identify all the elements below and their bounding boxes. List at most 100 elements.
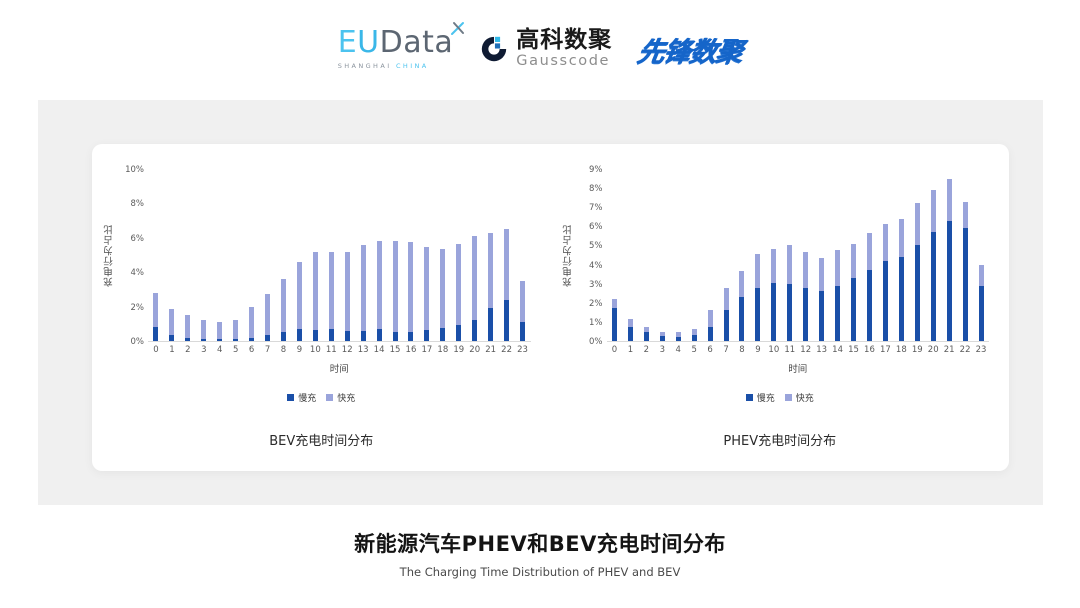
phev-legend-swatch [745,394,753,401]
bev-bar-segment [360,244,366,331]
phev-bar-segment [851,277,857,341]
chart-phev-legend: 慢充 快充 [551,391,1010,404]
bev-bar [472,236,478,341]
phev-bar-slot [734,170,750,341]
bev-xtick: 5 [232,345,239,355]
phev-bar-slot [830,170,846,341]
chart-bev-ylabel: 充电行为占比 [104,224,115,288]
chart-phev-plot [606,170,989,342]
chart-phev-yaxis: 0% 1% 2% 3% 4% 5% 6% 7% 8% 9% [577,165,607,347]
phev-bar-segment [771,282,777,341]
bev-bar [456,243,462,341]
phev-ytick: 7% [589,203,603,214]
chart-phev-ylabel: 充电行为占比 [562,224,574,288]
bev-xtick: 19 [453,345,465,355]
bev-bar [488,232,494,341]
phev-bar-segment [675,337,681,341]
chart-bev: 充电行为占比 0% 2% 4% 6% 8% 10% 0 1 2 3 4 5 6 7 8 9 10 11 12 13 1… [92,144,551,471]
bev-bar-segment [392,332,398,341]
phev-bar-segment [930,190,936,233]
phev-bar-slot [718,170,734,341]
bev-bar-segment [520,322,526,341]
phev-bar [755,254,761,341]
bev-bar [440,249,446,341]
chart-bev-caption: BEV充电时间分布 [269,434,374,449]
bev-bar-segment [296,261,302,329]
bev-bar-slot [180,170,196,341]
gausscode-logo: 高科数聚 Gausscode [479,29,612,69]
evdata-letter-e: E [337,25,358,60]
bev-xtick: 0 [153,345,159,355]
bev-bar [424,247,430,341]
gausscode-english-name: Gausscode [516,53,611,70]
bev-xtick: 11 [325,345,337,355]
bev-ytick: 2% [130,302,145,313]
bev-bar [217,322,223,341]
bev-bar-slot [196,170,212,341]
bev-bar-segment [328,251,334,329]
bev-legend-item[interactable]: 慢充 [287,391,316,404]
phev-bar-slot [957,170,973,341]
phev-bar-slot [862,170,878,341]
phev-bar-segment [930,232,936,341]
phev-xtick: 15 [848,345,859,355]
bev-xtick: 20 [469,345,481,355]
phev-bar [675,332,681,341]
phev-xtick: 10 [768,345,780,355]
phev-bar-slot [798,170,814,341]
phev-legend-item[interactable]: 快充 [784,391,814,404]
bev-bar-segment [408,331,414,341]
phev-bar [611,298,617,341]
bev-bar-segment [185,337,191,341]
slide-body-panel: 充电行为占比 0% 2% 4% 6% 8% 10% 0 1 2 3 4 5 6 7 8 9 10 11 12 13 1… [38,100,1043,505]
charts-row: 充电行为占比 0% 2% 4% 6% 8% 10% 0 1 2 3 4 5 6 7 8 9 10 11 12 13 1… [92,144,1009,471]
bev-bar [265,293,271,341]
bev-bar-segment [392,241,398,333]
bev-bar-segment [153,327,159,341]
bev-legend-item[interactable]: 快充 [326,391,355,404]
phev-bar [723,288,729,341]
bev-bar-segment [424,329,430,341]
phev-bar [627,319,633,341]
phev-bar [707,310,713,341]
bev-legend-swatch [287,394,295,401]
bev-bar-segment [201,320,207,340]
phev-xtick: 20 [927,345,939,355]
evdata-tagline-city: SHANGHAI [337,62,396,70]
bev-bar-segment [408,242,414,332]
phev-ytick: 6% [589,222,603,233]
phev-bar [819,257,825,341]
evdata-tagline-country: CHINA [395,62,429,70]
bev-ytick: 8% [130,199,145,210]
bev-bar-segment [169,309,175,335]
phev-bar [962,201,968,341]
bev-bar [376,241,382,341]
phev-bar-slot [973,170,989,341]
phev-bar-segment [835,285,841,341]
phev-bar-slot [607,170,623,341]
phev-bar-segment [611,298,617,308]
phev-bar-segment [898,218,904,257]
bev-bar-segment [217,322,223,340]
chart-bev-plot [148,170,531,342]
bev-bar-slot [403,170,419,341]
bev-ytick: 0% [130,337,145,347]
phev-bar-slot [941,170,957,341]
phev-bar-segment [819,257,825,292]
bev-xtick: 15 [389,345,401,355]
charts-card: 充电行为占比 0% 2% 4% 6% 8% 10% 0 1 2 3 4 5 6 7 8 9 10 11 12 13 1… [92,144,1009,471]
bev-bar-segment [233,320,239,340]
bev-bar [408,242,414,341]
bev-legend-swatch [326,394,334,401]
phev-legend-item[interactable]: 慢充 [745,391,775,404]
bev-ytick: 6% [130,233,145,244]
phev-bar-slot [766,170,782,341]
phev-xtick: 9 [755,345,761,355]
bev-bar-segment [424,247,430,330]
phev-bar [771,249,777,341]
bev-bar [185,315,191,341]
bev-bar [169,309,175,341]
phev-ytick: 8% [589,184,603,195]
phev-bar-slot [686,170,702,341]
phev-bar-segment [914,245,920,341]
